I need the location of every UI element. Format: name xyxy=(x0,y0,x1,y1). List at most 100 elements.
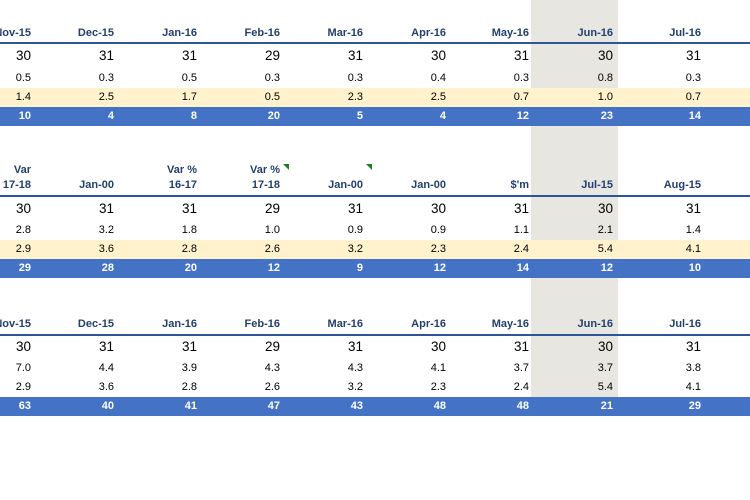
cell[interactable]: 5.4 xyxy=(597,243,613,255)
cell[interactable]: Feb-16 xyxy=(244,27,280,39)
cell[interactable]: 14 xyxy=(516,262,529,274)
cell[interactable]: 2.8 xyxy=(181,243,197,255)
cell[interactable]: 1.0 xyxy=(597,91,613,103)
cell[interactable]: 0.4 xyxy=(430,72,446,84)
cell[interactable]: Var % xyxy=(250,164,280,176)
cell[interactable]: 2.3 xyxy=(430,381,446,393)
cell[interactable]: 4.3 xyxy=(347,362,363,374)
cell[interactable]: 31 xyxy=(513,339,529,354)
cell[interactable]: 30 xyxy=(430,201,446,216)
cell[interactable]: Jan-00 xyxy=(411,179,446,191)
cell[interactable]: 30 xyxy=(597,339,613,354)
comment-indicator-icon[interactable] xyxy=(283,164,289,170)
cell[interactable]: 2.8 xyxy=(15,224,31,236)
cell[interactable]: 0.9 xyxy=(430,224,446,236)
cell[interactable]: 2.1 xyxy=(597,224,613,236)
cell[interactable]: 31 xyxy=(347,339,363,354)
cell[interactable]: 31 xyxy=(347,201,363,216)
cell[interactable]: Jun-16 xyxy=(577,27,613,39)
cell[interactable]: 0.5 xyxy=(181,72,197,84)
cell[interactable]: Mar-16 xyxy=(327,27,363,39)
cell[interactable]: 2.9 xyxy=(15,381,31,393)
cell[interactable]: 0.3 xyxy=(347,72,363,84)
cell[interactable]: 8 xyxy=(190,110,197,122)
cell[interactable]: 5 xyxy=(356,110,363,122)
cell[interactable]: 29 xyxy=(264,201,280,216)
cell[interactable]: 31 xyxy=(347,48,363,63)
cell[interactable]: 0.3 xyxy=(264,72,280,84)
cell[interactable]: 2.6 xyxy=(264,243,280,255)
cell[interactable]: 23 xyxy=(600,110,613,122)
cell[interactable]: Jan-00 xyxy=(328,179,363,191)
cell[interactable]: Apr-16 xyxy=(411,318,446,330)
cell[interactable]: Jan-00 xyxy=(79,179,114,191)
cell[interactable]: 31 xyxy=(98,201,114,216)
cell[interactable]: 12 xyxy=(516,110,529,122)
cell[interactable]: 10 xyxy=(18,110,31,122)
cell[interactable]: 10 xyxy=(688,262,701,274)
cell[interactable]: 4.1 xyxy=(685,381,701,393)
cell[interactable]: Nov-15 xyxy=(0,27,31,39)
cell[interactable]: 3.2 xyxy=(347,381,363,393)
cell[interactable]: 31 xyxy=(98,339,114,354)
cell[interactable]: 31 xyxy=(513,48,529,63)
cell[interactable]: 2.4 xyxy=(513,243,529,255)
cell[interactable]: 1.0 xyxy=(264,224,280,236)
cell[interactable]: 2.4 xyxy=(513,381,529,393)
cell[interactable]: 30 xyxy=(15,201,31,216)
cell[interactable]: 40 xyxy=(101,400,114,412)
cell[interactable]: 30 xyxy=(430,339,446,354)
cell[interactable]: 3.6 xyxy=(98,381,114,393)
cell[interactable]: 31 xyxy=(685,48,701,63)
cell[interactable]: 0.3 xyxy=(98,72,114,84)
cell[interactable]: Jan-16 xyxy=(162,27,197,39)
cell[interactable]: 43 xyxy=(350,400,363,412)
cell[interactable]: Jul-15 xyxy=(581,179,613,191)
cell[interactable]: 31 xyxy=(181,201,197,216)
cell[interactable]: 4.1 xyxy=(685,243,701,255)
cell[interactable]: 41 xyxy=(184,400,197,412)
cell[interactable]: 17-18 xyxy=(251,179,280,191)
cell[interactable]: 12 xyxy=(267,262,280,274)
cell[interactable]: 28 xyxy=(101,262,114,274)
cell[interactable]: 4 xyxy=(439,110,446,122)
cell[interactable]: 17-18 xyxy=(2,179,31,191)
cell[interactable]: Feb-16 xyxy=(244,318,280,330)
cell[interactable]: 20 xyxy=(184,262,197,274)
cell[interactable]: 0.3 xyxy=(513,72,529,84)
cell[interactable]: 48 xyxy=(433,400,446,412)
cell[interactable]: Jul-16 xyxy=(669,318,701,330)
cell[interactable]: $'m xyxy=(510,179,529,191)
cell[interactable]: 29 xyxy=(264,339,280,354)
cell[interactable]: Var % xyxy=(167,164,197,176)
cell[interactable]: 3.9 xyxy=(181,362,197,374)
cell[interactable]: Aug-15 xyxy=(663,179,701,191)
cell[interactable]: 3.7 xyxy=(513,362,529,374)
cell[interactable]: 31 xyxy=(98,48,114,63)
cell[interactable]: 21 xyxy=(600,400,613,412)
cell[interactable]: 0.8 xyxy=(597,72,613,84)
cell[interactable]: 16-17 xyxy=(168,179,197,191)
cell[interactable]: 12 xyxy=(600,262,613,274)
cell[interactable]: 2.3 xyxy=(347,91,363,103)
cell[interactable]: 3.2 xyxy=(347,243,363,255)
cell[interactable]: Jun-16 xyxy=(577,318,613,330)
cell[interactable]: 1.4 xyxy=(685,224,701,236)
cell[interactable]: Dec-15 xyxy=(77,318,114,330)
cell[interactable]: 4.4 xyxy=(98,362,114,374)
cell[interactable]: Jan-16 xyxy=(162,318,197,330)
cell[interactable]: 30 xyxy=(597,48,613,63)
cell[interactable]: 29 xyxy=(18,262,31,274)
cell[interactable]: 30 xyxy=(430,48,446,63)
cell[interactable]: 2.9 xyxy=(15,243,31,255)
comment-indicator-icon[interactable] xyxy=(366,164,372,170)
cell[interactable]: 31 xyxy=(685,201,701,216)
cell[interactable]: 30 xyxy=(597,201,613,216)
cell[interactable]: 1.8 xyxy=(181,224,197,236)
cell[interactable]: 7.0 xyxy=(15,362,31,374)
cell[interactable]: Apr-16 xyxy=(411,27,446,39)
cell[interactable]: 31 xyxy=(181,339,197,354)
cell[interactable]: Var xyxy=(13,164,31,176)
cell[interactable]: 0.5 xyxy=(264,91,280,103)
cell[interactable]: 0.7 xyxy=(513,91,529,103)
